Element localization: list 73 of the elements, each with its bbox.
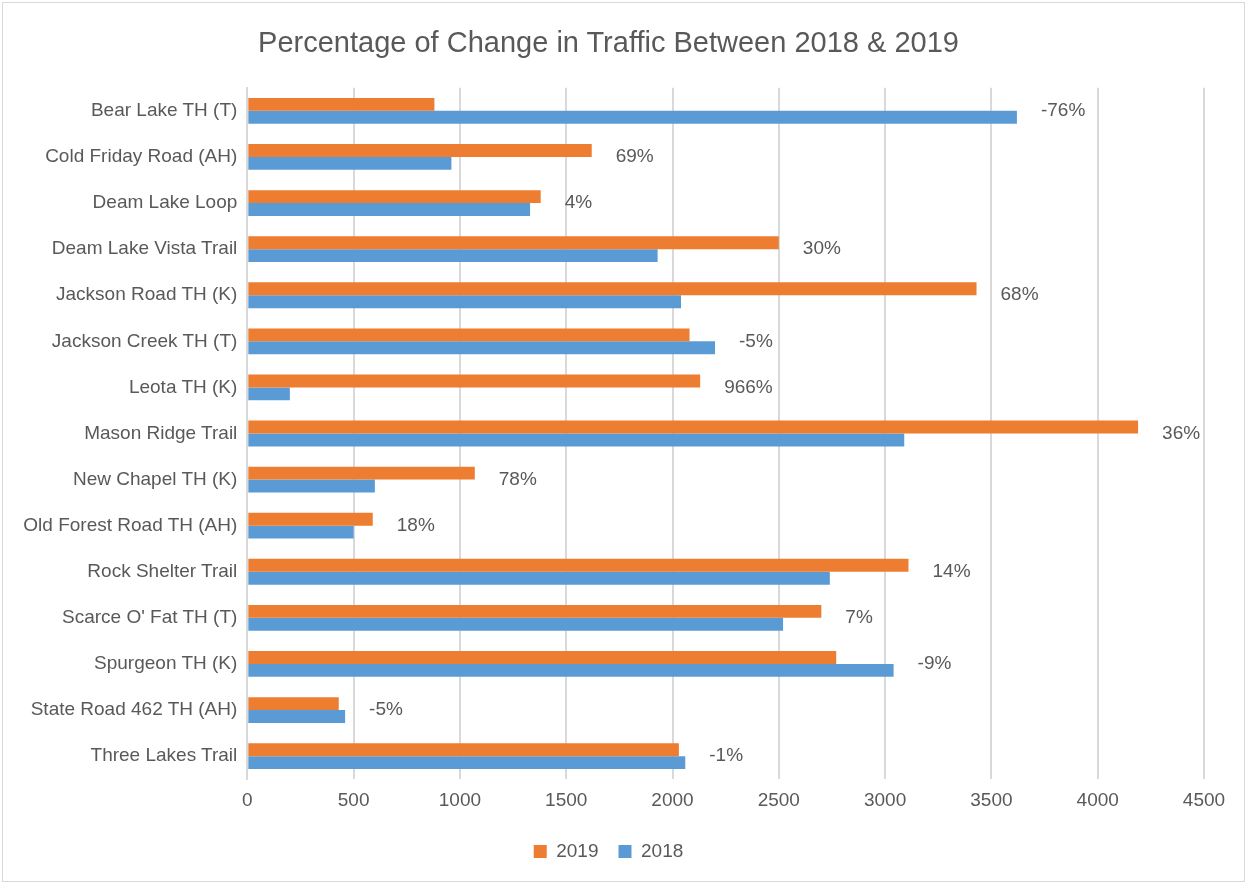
x-tick-label: 4500 <box>1182 788 1226 810</box>
y-tick-label: New Chapel TH (K) <box>72 467 238 489</box>
y-tick-label: Deam Lake Vista Trail <box>51 237 238 259</box>
y-tick-label: Scarce O' Fat TH (T) <box>61 606 238 628</box>
chart-title: Percentage of Change in Traffic Between 2018 & 2019 <box>258 26 959 59</box>
bar <box>248 710 346 723</box>
annotation: 69% <box>615 145 654 167</box>
y-tick-label: Jackson Creek TH (T) <box>51 329 238 351</box>
x-tick-label: 2000 <box>651 788 694 810</box>
bar <box>248 282 977 296</box>
bar <box>248 433 905 447</box>
annotation: -76% <box>1040 99 1086 121</box>
annotation: 14% <box>932 560 971 582</box>
y-tick-label: Deam Lake Loop <box>92 191 238 213</box>
bar <box>248 663 894 677</box>
bar <box>248 466 475 480</box>
x-tick-label: 0 <box>242 788 253 810</box>
legend-label: 2018 <box>641 839 684 861</box>
x-tick-label: 500 <box>337 788 370 810</box>
bar <box>248 558 909 572</box>
x-tick-label: 3500 <box>970 788 1013 810</box>
bar <box>248 387 290 401</box>
bar <box>248 190 541 204</box>
x-tick-label: 1000 <box>438 788 482 810</box>
bar <box>248 604 822 618</box>
y-tick-label: Leota TH (K) <box>128 375 238 397</box>
bar <box>248 756 686 770</box>
bar <box>248 479 375 493</box>
bar <box>248 110 1017 124</box>
bar <box>248 236 779 250</box>
x-tick-label: 1500 <box>545 788 588 810</box>
bar <box>248 295 682 309</box>
annotation: -5% <box>739 329 773 351</box>
x-tick-label: 2500 <box>757 788 800 810</box>
annotation: 18% <box>396 513 435 535</box>
y-tick-label: Bear Lake TH (T) <box>90 99 238 121</box>
bar <box>248 512 373 526</box>
bar <box>248 420 1139 434</box>
bar <box>248 144 592 157</box>
legend-label: 2019 <box>556 839 599 861</box>
bar <box>248 743 679 757</box>
bar <box>248 525 354 539</box>
bar <box>248 328 690 342</box>
y-tick-label: Rock Shelter Trail <box>87 560 238 582</box>
annotation: 7% <box>845 606 873 628</box>
annotation: -5% <box>369 698 404 720</box>
annotation: -1% <box>709 744 744 766</box>
annotation: 68% <box>1000 283 1039 305</box>
bar <box>248 156 452 170</box>
y-tick-label: Spurgeon TH (K) <box>94 652 238 674</box>
bar <box>248 617 784 631</box>
annotation: 4% <box>564 191 593 213</box>
annotation: 36% <box>1162 421 1201 443</box>
bar <box>248 571 830 585</box>
y-tick-label: Cold Friday Road (AH) <box>45 145 238 167</box>
x-tick-label: 4000 <box>1076 788 1119 810</box>
bar <box>248 341 716 355</box>
annotation: -9% <box>917 652 952 674</box>
x-tick-label: 3000 <box>863 788 907 810</box>
y-tick-label: Old Forest Road TH (AH) <box>23 513 238 535</box>
annotation: 966% <box>724 375 773 397</box>
annotation: 78% <box>498 467 537 489</box>
annotation: 30% <box>802 237 841 259</box>
bar <box>248 249 658 263</box>
bar <box>248 697 339 711</box>
bar <box>248 97 435 111</box>
y-tick-label: Mason Ridge Trail <box>84 421 238 443</box>
y-tick-label: State Road 462 TH (AH) <box>30 698 238 720</box>
bar <box>248 203 531 216</box>
y-tick-label: Jackson Road TH (K) <box>56 283 238 305</box>
bar <box>248 651 837 664</box>
y-tick-label: Three Lakes Trail <box>90 744 238 766</box>
bar <box>248 374 701 388</box>
